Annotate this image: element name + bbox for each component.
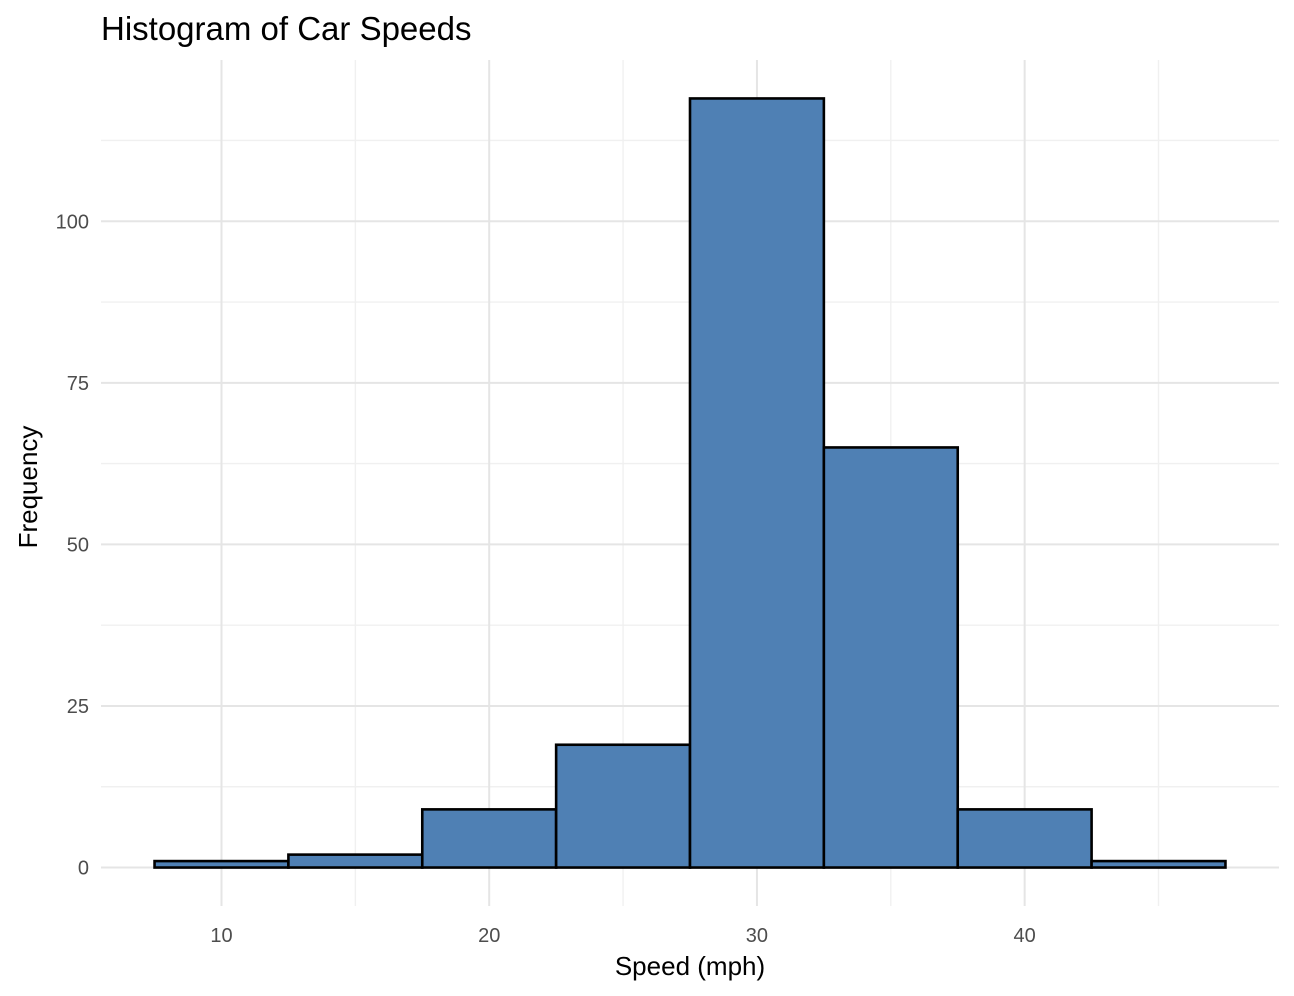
histogram-bar [420,808,558,869]
x-tick-label: 30 [746,925,768,947]
histogram-bar [1090,859,1227,869]
y-tick-label: 75 [67,373,89,395]
y-axis-title: Frequency [13,426,43,549]
histogram-bar [956,808,1093,869]
y-axis-tick-labels: 0 25 50 75 100 [56,211,89,879]
bars [153,97,1227,869]
histogram-bar [822,446,960,869]
y-tick-label: 50 [67,534,89,556]
y-tick-label: 25 [67,696,89,718]
histogram-bar [153,859,290,869]
histogram-bar [688,97,826,869]
x-axis-tick-labels: 10 20 30 40 [210,925,1035,947]
x-tick-label: 40 [1014,925,1036,947]
histogram-bar [554,743,692,869]
y-tick-label: 0 [78,858,89,880]
chart-title: Histogram of Car Speeds [101,10,472,47]
x-axis-title: Speed (mph) [615,951,765,981]
x-tick-label: 20 [478,925,500,947]
y-tick-label: 100 [56,211,89,233]
histogram-bar [287,853,424,869]
x-tick-label: 10 [210,925,232,947]
